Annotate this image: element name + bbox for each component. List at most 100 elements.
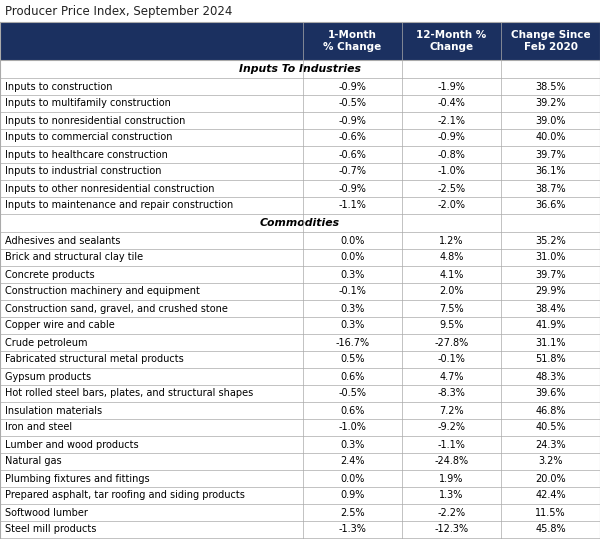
Text: 12-Month %
Change: 12-Month % Change — [416, 30, 487, 52]
Text: -1.3%: -1.3% — [338, 524, 367, 535]
Text: 7.2%: 7.2% — [439, 405, 464, 416]
Text: -0.9%: -0.9% — [437, 133, 466, 142]
Text: -0.8%: -0.8% — [437, 149, 466, 160]
Text: Plumbing fixtures and fittings: Plumbing fixtures and fittings — [5, 473, 149, 483]
Text: 4.7%: 4.7% — [439, 371, 464, 382]
Text: -1.1%: -1.1% — [338, 201, 367, 211]
Text: Fabricated structural metal products: Fabricated structural metal products — [5, 355, 184, 364]
Text: 0.5%: 0.5% — [340, 355, 365, 364]
Text: Brick and structural clay tile: Brick and structural clay tile — [5, 252, 143, 262]
Bar — [0, 419, 600, 436]
Text: 0.0%: 0.0% — [340, 473, 365, 483]
Text: 7.5%: 7.5% — [439, 303, 464, 314]
Text: -1.0%: -1.0% — [437, 167, 466, 176]
Text: -2.2%: -2.2% — [437, 508, 466, 517]
Text: 20.0%: 20.0% — [535, 473, 566, 483]
Text: Inputs to other nonresidential construction: Inputs to other nonresidential construct… — [5, 183, 214, 194]
Text: Commodities: Commodities — [260, 218, 340, 228]
Text: Inputs to nonresidential construction: Inputs to nonresidential construction — [5, 115, 185, 126]
Bar — [0, 22, 600, 60]
Text: 40.0%: 40.0% — [535, 133, 566, 142]
Bar — [0, 385, 600, 402]
Text: Insulation materials: Insulation materials — [5, 405, 102, 416]
Text: 42.4%: 42.4% — [535, 490, 566, 501]
Text: 39.6%: 39.6% — [535, 389, 566, 398]
Text: -8.3%: -8.3% — [437, 389, 466, 398]
Text: Inputs to industrial construction: Inputs to industrial construction — [5, 167, 161, 176]
Bar — [0, 249, 600, 266]
Text: 0.3%: 0.3% — [340, 321, 365, 330]
Text: -0.6%: -0.6% — [338, 149, 367, 160]
Bar — [0, 317, 600, 334]
Text: 1.9%: 1.9% — [439, 473, 464, 483]
Text: 46.8%: 46.8% — [535, 405, 566, 416]
Text: 0.3%: 0.3% — [340, 439, 365, 450]
Text: 24.3%: 24.3% — [535, 439, 566, 450]
Text: -2.0%: -2.0% — [437, 201, 466, 211]
Text: Inputs to multifamily construction: Inputs to multifamily construction — [5, 99, 170, 108]
Bar — [0, 146, 600, 163]
Text: -0.4%: -0.4% — [437, 99, 466, 108]
Text: 41.9%: 41.9% — [535, 321, 566, 330]
Text: 39.7%: 39.7% — [535, 149, 566, 160]
Bar — [0, 180, 600, 197]
Bar — [0, 351, 600, 368]
Text: Iron and steel: Iron and steel — [5, 423, 72, 432]
Bar — [0, 487, 600, 504]
Text: -0.1%: -0.1% — [437, 355, 466, 364]
Text: Concrete products: Concrete products — [5, 270, 94, 280]
Text: Construction machinery and equipment: Construction machinery and equipment — [5, 287, 200, 296]
Text: -1.9%: -1.9% — [437, 81, 466, 92]
Text: Inputs To Industries: Inputs To Industries — [239, 64, 361, 74]
Text: -0.5%: -0.5% — [338, 99, 367, 108]
Text: 45.8%: 45.8% — [535, 524, 566, 535]
Text: Steel mill products: Steel mill products — [5, 524, 96, 535]
Bar — [0, 197, 600, 214]
Bar — [0, 470, 600, 487]
Text: 36.6%: 36.6% — [535, 201, 566, 211]
Text: -12.3%: -12.3% — [434, 524, 469, 535]
Text: -0.1%: -0.1% — [338, 287, 367, 296]
Text: 39.7%: 39.7% — [535, 270, 566, 280]
Bar — [0, 112, 600, 129]
Text: 36.1%: 36.1% — [535, 167, 566, 176]
Bar — [0, 453, 600, 470]
Bar — [0, 266, 600, 283]
Text: 39.0%: 39.0% — [535, 115, 566, 126]
Bar — [0, 78, 600, 95]
Text: 9.5%: 9.5% — [439, 321, 464, 330]
Text: 31.0%: 31.0% — [535, 252, 566, 262]
Text: -9.2%: -9.2% — [437, 423, 466, 432]
Text: Gypsum products: Gypsum products — [5, 371, 91, 382]
Text: 40.5%: 40.5% — [535, 423, 566, 432]
Text: -0.6%: -0.6% — [338, 133, 367, 142]
Bar — [0, 436, 600, 453]
Text: 39.2%: 39.2% — [535, 99, 566, 108]
Text: Hot rolled steel bars, plates, and structural shapes: Hot rolled steel bars, plates, and struc… — [5, 389, 253, 398]
Text: 31.1%: 31.1% — [535, 337, 566, 348]
Bar — [0, 60, 600, 78]
Text: Crude petroleum: Crude petroleum — [5, 337, 88, 348]
Text: 1.2%: 1.2% — [439, 236, 464, 245]
Text: -1.1%: -1.1% — [437, 439, 466, 450]
Text: 35.2%: 35.2% — [535, 236, 566, 245]
Text: 2.0%: 2.0% — [439, 287, 464, 296]
Text: 2.4%: 2.4% — [340, 457, 365, 466]
Text: -16.7%: -16.7% — [335, 337, 370, 348]
Text: Construction sand, gravel, and crushed stone: Construction sand, gravel, and crushed s… — [5, 303, 227, 314]
Text: 0.3%: 0.3% — [340, 303, 365, 314]
Text: 38.5%: 38.5% — [535, 81, 566, 92]
Text: -2.5%: -2.5% — [437, 183, 466, 194]
Text: Prepared asphalt, tar roofing and siding products: Prepared asphalt, tar roofing and siding… — [5, 490, 245, 501]
Bar — [0, 163, 600, 180]
Text: 38.7%: 38.7% — [535, 183, 566, 194]
Text: 38.4%: 38.4% — [535, 303, 566, 314]
Bar — [0, 504, 600, 521]
Text: Softwood lumber: Softwood lumber — [5, 508, 88, 517]
Text: Inputs to maintenance and repair construction: Inputs to maintenance and repair constru… — [5, 201, 233, 211]
Text: Copper wire and cable: Copper wire and cable — [5, 321, 115, 330]
Bar — [0, 334, 600, 351]
Text: -0.9%: -0.9% — [338, 115, 367, 126]
Text: 0.6%: 0.6% — [340, 371, 365, 382]
Bar — [0, 521, 600, 538]
